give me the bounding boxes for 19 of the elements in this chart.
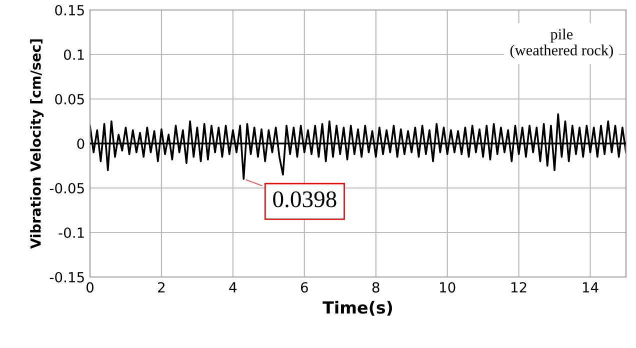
annotation: 0.0398 [273, 191, 336, 208]
y-tick-label: 0.05 [55, 94, 84, 104]
y-tick-label: -0.05 [50, 182, 84, 194]
y-tick-label: 0 [77, 138, 84, 149]
x-tick-label: 8 [372, 282, 380, 293]
x-tick-label: 14 [582, 282, 598, 292]
annotation: pile (weathered rock) [510, 28, 613, 59]
y-tick-label: 0.1 [64, 49, 84, 60]
x-tick-label: 12 [511, 282, 526, 292]
x-tick-label: 0 [86, 282, 94, 293]
x-axis-title: Time(s) [322, 300, 392, 316]
y-tick-label: 0.15 [55, 4, 84, 16]
x-tick-label: 10 [440, 282, 456, 293]
y-tick-label: -0.1 [58, 227, 84, 238]
x-tick-label: 4 [229, 282, 237, 292]
y-tick-label: -0.15 [50, 272, 84, 282]
x-tick-label: 6 [300, 282, 308, 293]
x-tick-label: 2 [158, 282, 164, 292]
y-axis-title: Vibration Velocity [cm/sec] [30, 39, 44, 249]
